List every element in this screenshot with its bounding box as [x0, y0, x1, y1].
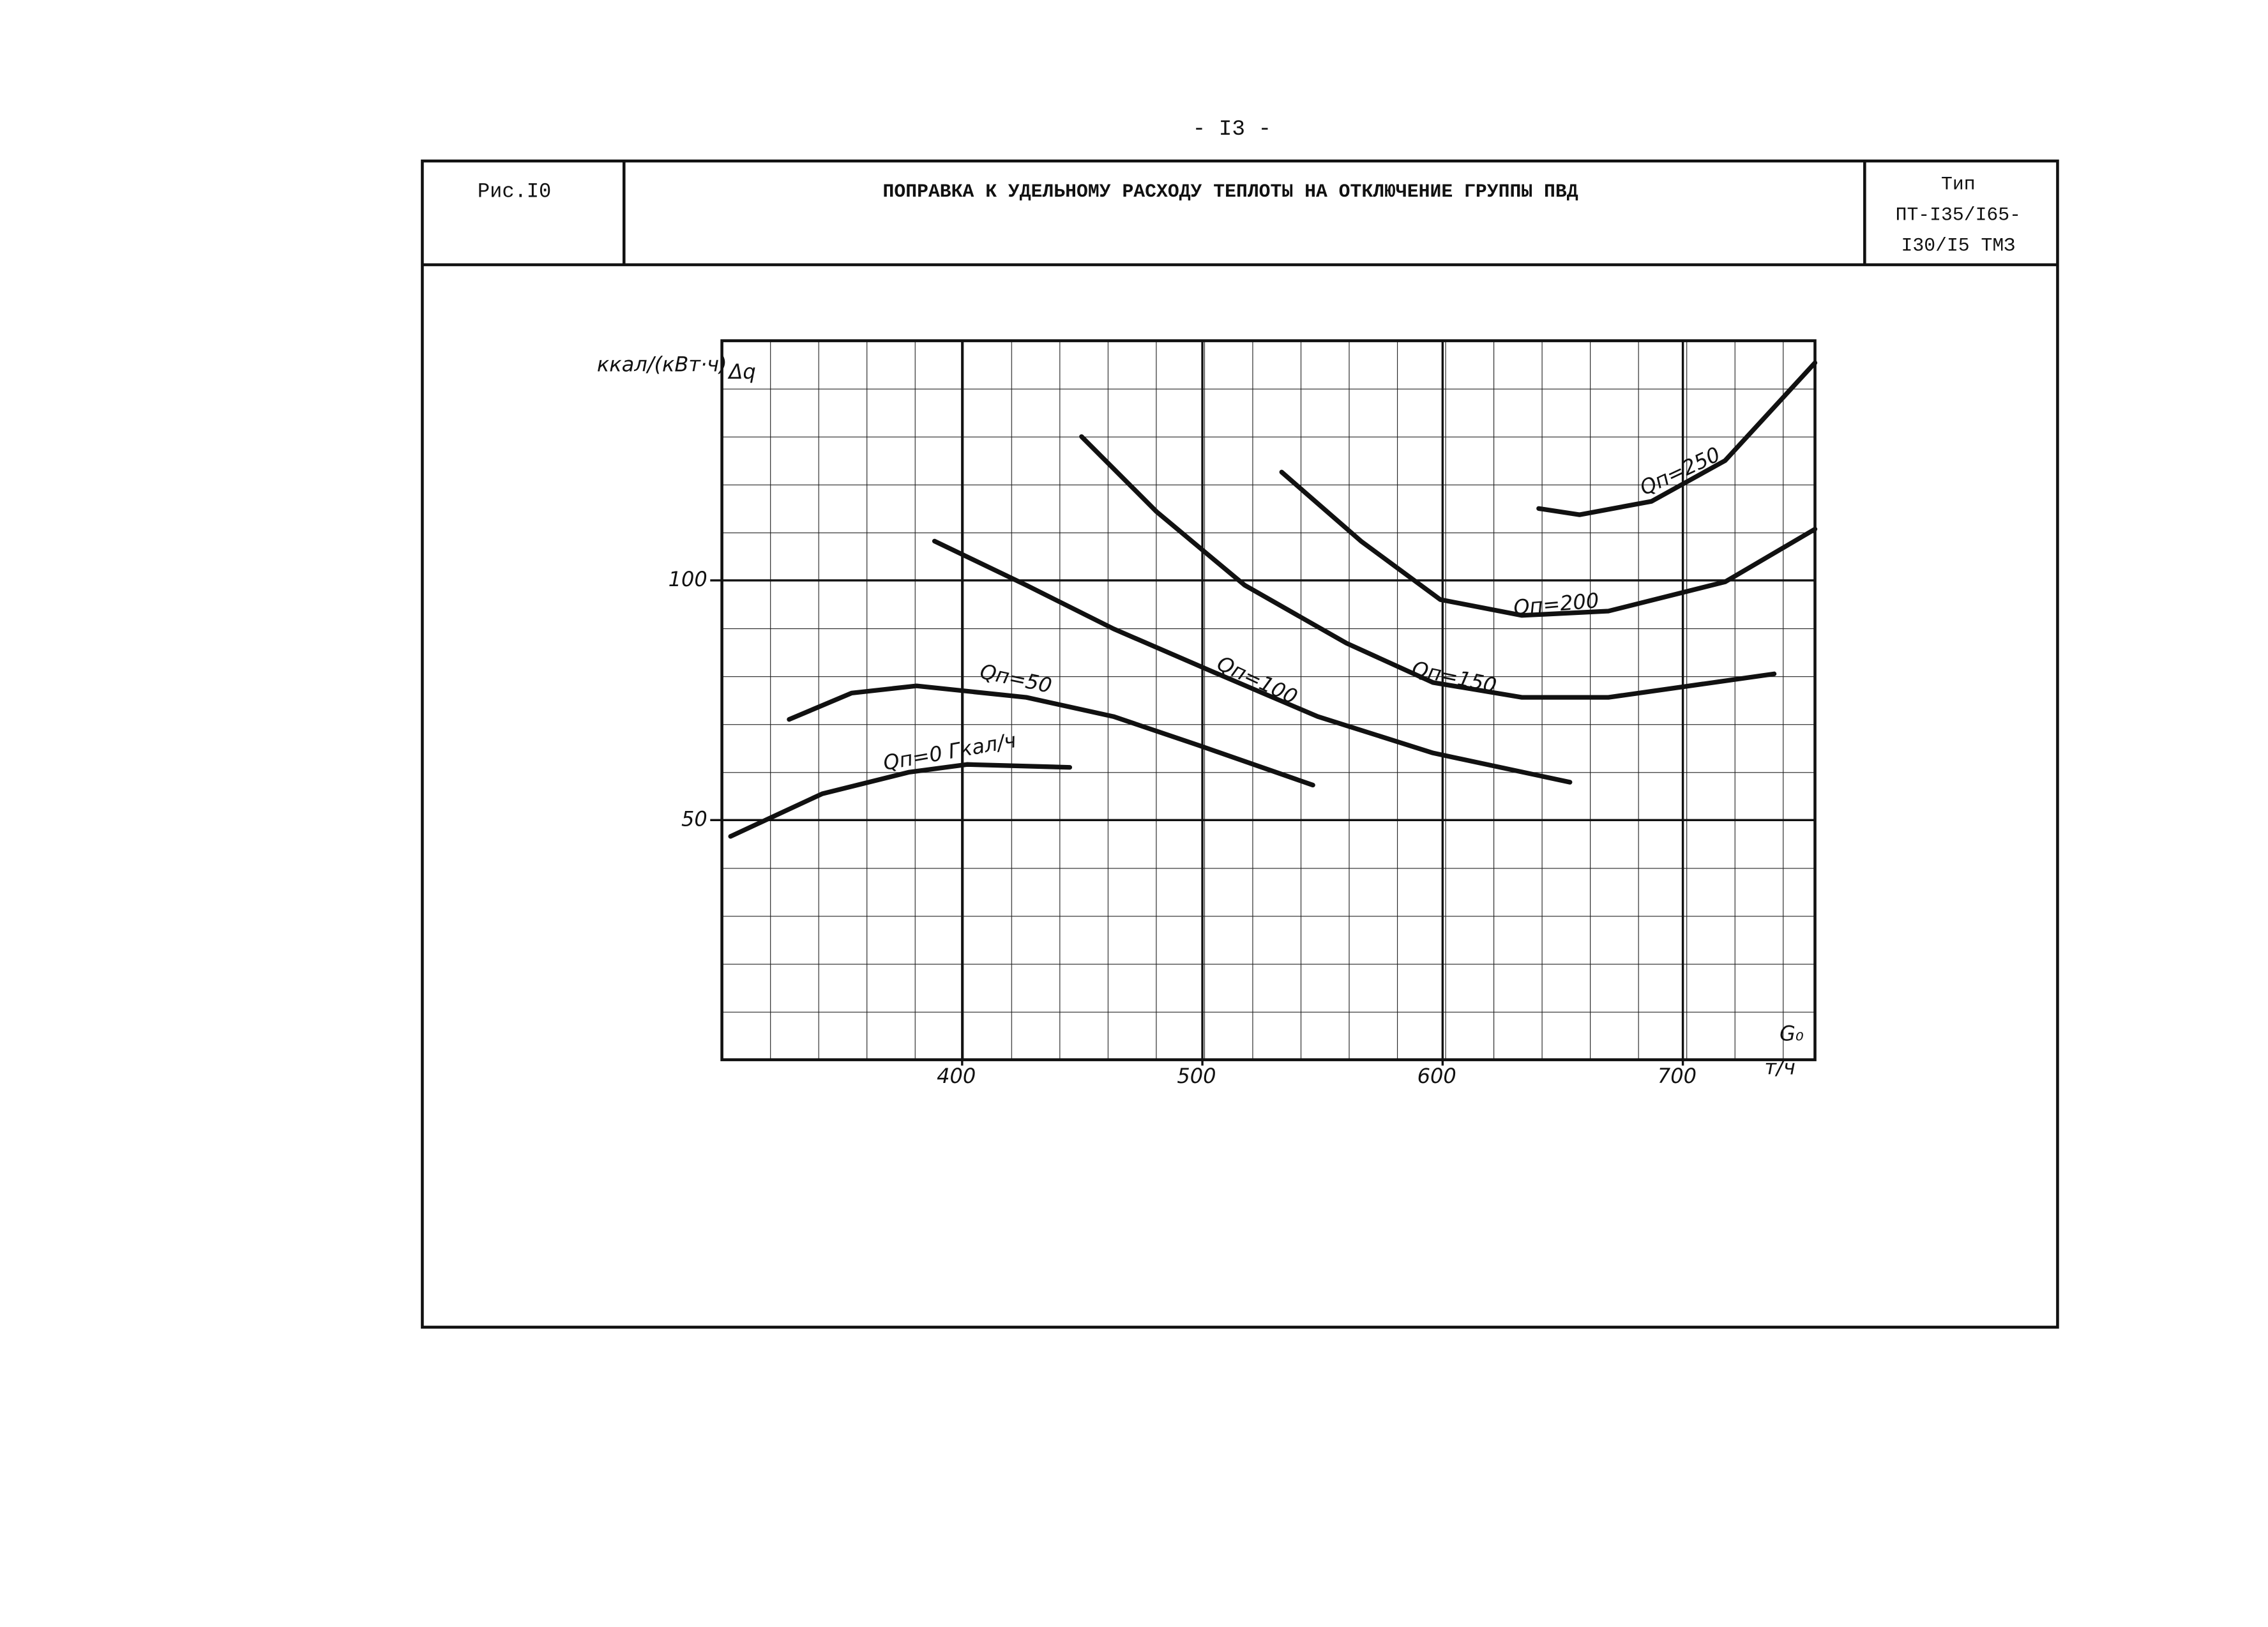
figure-number: Рис.I0	[478, 180, 551, 204]
type-line: I30/I5 ТМЗ	[1901, 235, 2016, 257]
frame	[421, 159, 2059, 1329]
y-tick-label: 50	[681, 806, 707, 831]
x-tick-label: 400	[937, 1064, 976, 1088]
curve	[1279, 469, 1818, 618]
y-axis-units: ккал/(кВт·ч)	[597, 352, 727, 377]
minor-grid	[722, 340, 1815, 1060]
x-tick-label: 600	[1418, 1064, 1456, 1088]
type-line: Тип	[1941, 174, 1976, 195]
curve	[787, 683, 1315, 788]
curve	[932, 538, 1573, 785]
curve	[1079, 434, 1777, 700]
x-tick-label: 700	[1658, 1064, 1697, 1088]
y-axis-label: Δq	[727, 359, 756, 384]
plot-border	[720, 339, 1817, 1061]
x-axis-label: G₀	[1780, 1022, 1804, 1046]
curve	[1536, 360, 1818, 517]
type-line: ПТ-I35/I65-	[1896, 204, 2021, 226]
figure-title: ПОПРАВКА К УДЕЛЬНОМУ РАСХОДУ ТЕПЛОТЫ НА …	[883, 181, 1578, 202]
x-tick-label: 500	[1177, 1064, 1216, 1088]
page-number: - I3 -	[1193, 117, 1272, 142]
y-tick-label: 100	[669, 567, 707, 591]
x-axis-units: т/ч	[1764, 1055, 1795, 1079]
curve	[728, 762, 1073, 839]
